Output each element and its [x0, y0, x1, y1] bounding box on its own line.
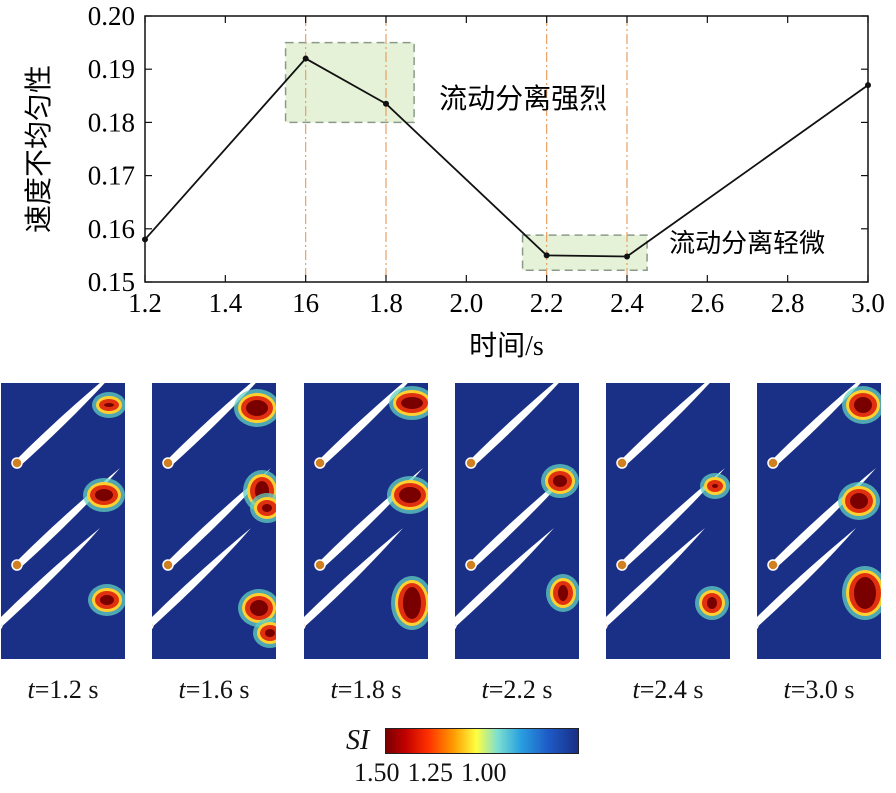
data-point [302, 55, 309, 62]
y-tick-label: 0.18 [88, 107, 135, 137]
colorbar-tick: 1.25 [407, 758, 454, 787]
annotation-label: 流动分离强烈 [439, 82, 607, 115]
flow-field-panel [304, 383, 428, 659]
data-point [142, 236, 148, 243]
time-value: =2.2 s [488, 675, 553, 704]
time-variable: t [632, 675, 640, 704]
time-variable: t [178, 675, 186, 704]
y-tick-label: 0.20 [88, 1, 135, 31]
x-tick-label: 2.2 [530, 288, 564, 318]
time-variable: t [481, 675, 489, 704]
y-tick-label: 0.15 [88, 267, 135, 297]
panel-time-label: t=2.4 s [598, 675, 738, 705]
time-value: =1.6 s [185, 675, 250, 704]
colorbar-title: SI [346, 725, 370, 756]
time-value: =2.4 s [639, 675, 704, 704]
time-value: =1.8 s [337, 675, 402, 704]
x-tick-label: 2.4 [610, 288, 644, 318]
data-point [865, 82, 871, 89]
time-variable: t [783, 675, 791, 704]
x-tick-label: 16 [292, 288, 319, 318]
time-variable: t [27, 675, 35, 704]
colorbar-tick: 1.50 [354, 758, 400, 787]
colorbar-ticks: 1.50 1.25 1.00 [354, 758, 515, 788]
panel-time-label: t=3.0 s [749, 675, 889, 705]
panel-time-label: t=1.6 s [144, 675, 284, 705]
flow-field-panel [152, 383, 276, 659]
highlight-box [521, 234, 648, 272]
flow-field-panel [606, 383, 730, 659]
panel-time-label: t=1.8 s [296, 675, 436, 705]
y-axis-label: 速度不均匀性 [22, 65, 55, 233]
x-tick-label: 3.0 [851, 288, 885, 318]
panel-time-label: t=2.2 s [447, 675, 587, 705]
colorbar-tick: 1.00 [461, 758, 507, 787]
y-tick-label: 0.16 [88, 214, 135, 244]
data-point [543, 252, 550, 259]
x-tick-label: 2.0 [449, 288, 483, 318]
data-point [624, 253, 630, 260]
x-tick-label: 2.6 [690, 288, 724, 318]
series-line [144, 57, 869, 258]
x-tick-label: 1.4 [208, 288, 242, 318]
plot-frame [144, 15, 869, 283]
data-point [383, 100, 389, 107]
time-value: =1.2 s [34, 675, 99, 704]
x-tick-label: 1.8 [369, 288, 403, 318]
panel-time-label: t=1.2 s [0, 675, 133, 705]
annotation-label: 流动分离轻微 [669, 229, 825, 259]
x-axis-label: 时间/s [469, 330, 544, 362]
flow-field-panel [757, 383, 881, 659]
y-tick-label: 0.19 [88, 54, 135, 84]
line-chart: 1.2 1.4 16 1.8 2.0 2.2 2.4 2.6 2.8 3.0 0.15 0.16 0.1… [22, 1, 885, 362]
colorbar: SI 1.50 1.25 1.00 [340, 725, 600, 793]
x-tick-label: 2.8 [771, 288, 805, 318]
flow-field-panel [1, 383, 125, 659]
time-value: =3.0 s [790, 675, 855, 704]
flow-field-panel [455, 383, 579, 659]
flow-field-panels [0, 383, 896, 673]
time-variable: t [330, 675, 338, 704]
colorbar-gradient [385, 728, 579, 754]
y-tick-label: 0.17 [88, 161, 135, 191]
x-tick-label: 1.2 [128, 288, 162, 318]
